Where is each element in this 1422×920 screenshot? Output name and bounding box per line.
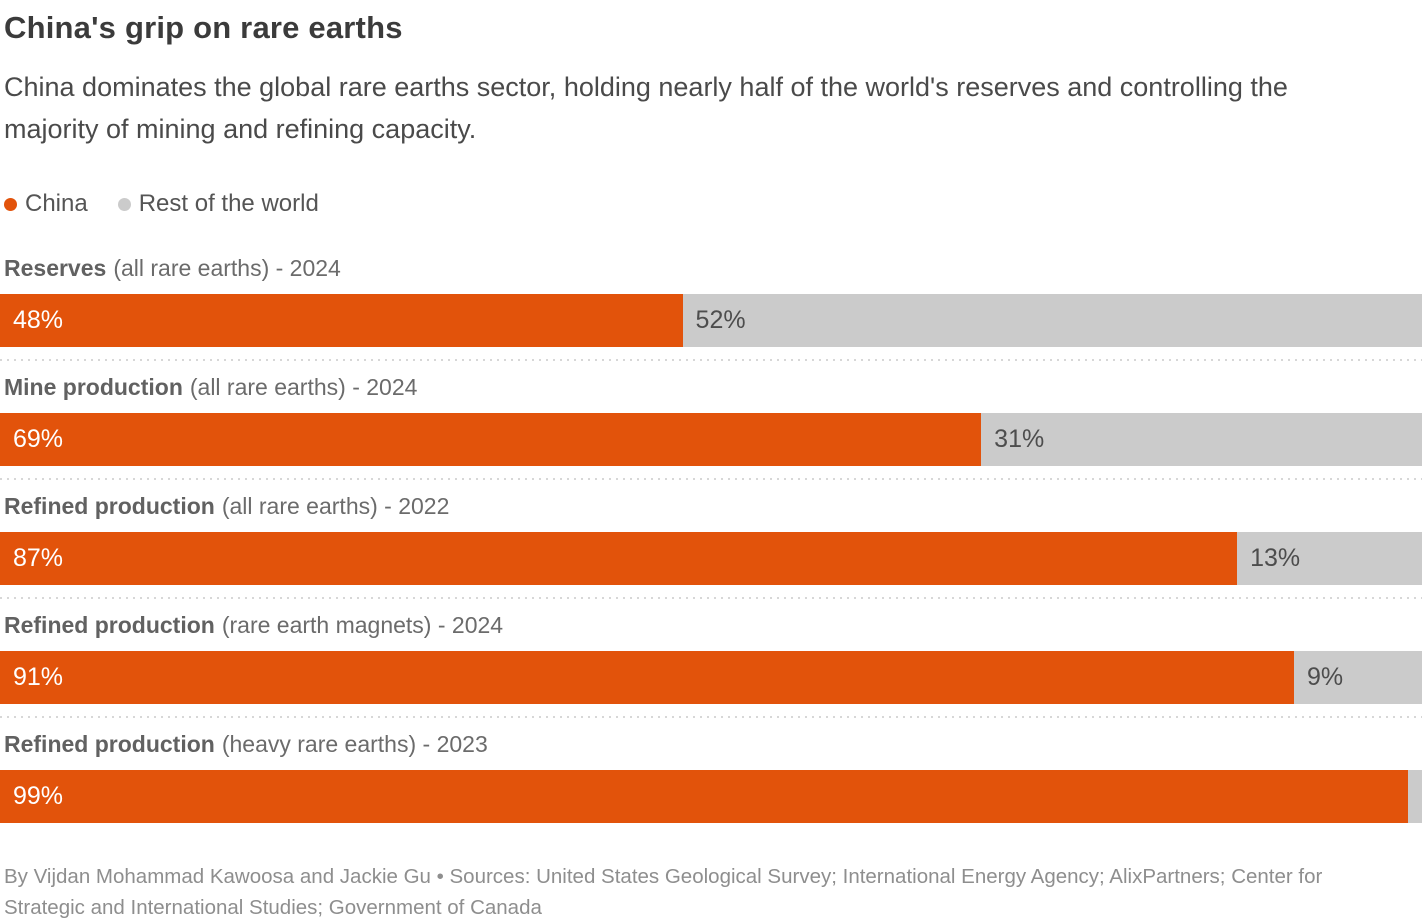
- chart-row-refined-all: Refined production (all rare earths) - 20…: [0, 492, 1422, 599]
- dotted-divider: [0, 478, 1422, 480]
- row-metric: Mine production: [4, 374, 183, 400]
- bar-segment-rest: 31%: [981, 413, 1422, 466]
- page-title: China's grip on rare earths: [4, 10, 403, 45]
- stacked-bar: 99%: [0, 770, 1422, 823]
- legend: China Rest of the world: [0, 190, 1422, 218]
- byline-and-sources: By Vijdan Mohammad Kawoosa and Jackie Gu…: [4, 865, 1323, 919]
- row-metric: Refined production: [4, 612, 215, 638]
- row-qualifier: (all rare earths) - 2024: [113, 255, 341, 281]
- row-label: Refined production (all rare earths) - 20…: [0, 492, 1422, 520]
- china-value-label: 99%: [13, 782, 64, 810]
- chart-row-mine-production: Mine production (all rare earths) - 2024 …: [0, 373, 1422, 480]
- legend-item-rest: Rest of the world: [117, 190, 319, 218]
- china-value-label: 48%: [13, 306, 64, 334]
- row-qualifier: (all rare earths) - 2024: [189, 374, 418, 400]
- chart-row-refined-heavy: Refined production (heavy rare earths) - …: [0, 730, 1422, 823]
- stacked-bar: 48% 52%: [0, 294, 1422, 347]
- bar-segment-china: 69%: [0, 413, 982, 466]
- legend-label-china: China: [25, 190, 88, 217]
- rest-value-label: 31%: [994, 425, 1045, 453]
- stacked-bar: 87% 13%: [0, 532, 1422, 585]
- stacked-bar: 91% 9%: [0, 651, 1422, 704]
- bar-segment-china: 91%: [0, 651, 1295, 704]
- rest-value-label: 13%: [1250, 544, 1301, 572]
- bar-segment-rest: 9%: [1294, 651, 1422, 704]
- row-label: Mine production (all rare earths) - 2024: [0, 373, 1422, 401]
- dotted-divider: [0, 716, 1422, 718]
- chart-subtitle: China dominates the global rare earths s…: [4, 72, 1288, 144]
- bar-segment-china: 48%: [0, 294, 683, 347]
- row-label: Refined production (rare earth magnets) -…: [0, 611, 1422, 639]
- dotted-divider: [0, 597, 1422, 599]
- chart-row-reserves: Reserves (all rare earths) - 2024 48% 52%: [0, 254, 1422, 361]
- dotted-divider: [0, 359, 1422, 361]
- chart-row-refined-magnets: Refined production (rare earth magnets) -…: [0, 611, 1422, 718]
- china-value-label: 69%: [13, 425, 64, 453]
- bar-segment-china: 87%: [0, 532, 1238, 585]
- row-metric: Refined production: [4, 493, 215, 519]
- rest-of-world-legend-dot-icon: [117, 197, 131, 211]
- row-qualifier: (rare earth magnets) - 2024: [221, 612, 504, 638]
- row-label: Reserves (all rare earths) - 2024: [0, 254, 1422, 282]
- bar-segment-china: 99%: [0, 770, 1408, 823]
- row-qualifier: (heavy rare earths) - 2023: [221, 731, 488, 757]
- bar-chart: Reserves (all rare earths) - 2024 48% 52%…: [0, 254, 1422, 823]
- bar-segment-rest: 52%: [682, 294, 1422, 347]
- stacked-bar: 69% 31%: [0, 413, 1422, 466]
- row-label: Refined production (heavy rare earths) - …: [0, 730, 1422, 758]
- row-metric: Reserves: [4, 255, 107, 281]
- legend-label-rest: Rest of the world: [138, 190, 319, 217]
- china-value-label: 87%: [13, 544, 64, 572]
- china-legend-dot-icon: [4, 197, 17, 211]
- rest-value-label: 9%: [1307, 663, 1344, 691]
- legend-item-china: China: [4, 190, 88, 218]
- row-qualifier: (all rare earths) - 2022: [221, 493, 450, 519]
- rest-value-label: 52%: [695, 306, 746, 334]
- china-value-label: 91%: [13, 663, 64, 691]
- bar-segment-rest: 13%: [1237, 532, 1422, 585]
- bar-segment-rest: [1407, 770, 1422, 823]
- row-metric: Refined production: [4, 731, 215, 757]
